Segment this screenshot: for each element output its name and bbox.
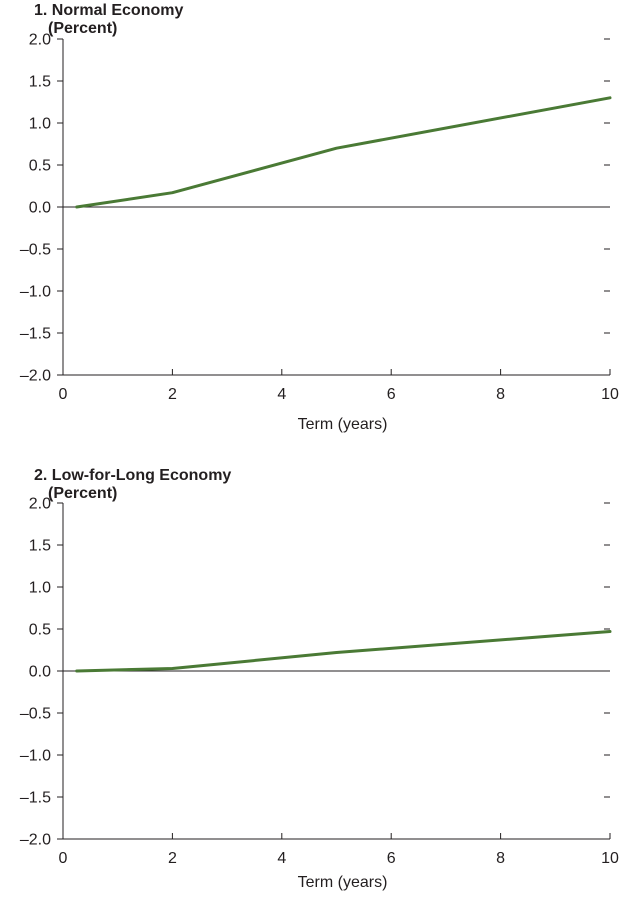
y-tick-label: –1.0 <box>20 748 51 765</box>
chart-subtitle: (Percent) <box>48 485 118 502</box>
x-tick-label: 4 <box>277 386 286 403</box>
y-tick-label: 1.5 <box>29 538 51 555</box>
x-tick-label: 2 <box>168 386 177 403</box>
line-chart-low-for-long-economy: 2.0 1.5 1.0 0.5 0.0 –0.5 –1.0 –1.5 –2.0 0 2 4 6 8 10 Te… <box>20 496 619 892</box>
series-line <box>75 630 612 673</box>
chart-panel-normal-economy: 1. Normal Economy (Percent) 2.0 1.5 1.0 0.5… <box>0 0 621 450</box>
series-line <box>75 96 612 209</box>
chart-title: 2. Low-for-Long Economy <box>34 467 232 484</box>
x-tick-label: 6 <box>387 386 396 403</box>
y-tick-label: 0.5 <box>29 622 51 639</box>
x-tick-label: 8 <box>496 850 505 867</box>
y-tick-label: –2.0 <box>20 832 51 849</box>
chart-panel-low-for-long-economy: 2. Low-for-Long Economy (Percent) 2.0 1.5… <box>0 465 621 905</box>
x-tick-label: 8 <box>496 386 505 403</box>
x-axis-title: Term (years) <box>298 416 388 433</box>
y-tick-label: 1.0 <box>29 116 51 133</box>
x-tick-label: 0 <box>59 386 68 403</box>
x-tick-label: 10 <box>601 386 619 403</box>
y-tick-label: 2.0 <box>29 496 51 513</box>
x-tick-label: 4 <box>277 850 286 867</box>
x-tick-label: 6 <box>387 850 396 867</box>
y-tick-label: 0.0 <box>29 200 51 217</box>
y-tick-label: –0.5 <box>20 242 51 259</box>
y-tick-label: –1.5 <box>20 326 51 343</box>
y-tick-label: 0.0 <box>29 664 51 681</box>
line-chart-normal-economy: 2.0 1.5 1.0 0.5 0.0 –0.5 –1.0 –1.5 –2.0 0 2 4 6 8 10 Te… <box>20 32 619 434</box>
y-tick-label: –1.0 <box>20 284 51 301</box>
x-tick-label: 2 <box>168 850 177 867</box>
x-tick-label: 0 <box>59 850 68 867</box>
y-tick-label: –2.0 <box>20 368 51 385</box>
y-tick-label: –1.5 <box>20 790 51 807</box>
y-tick-label: –0.5 <box>20 706 51 723</box>
y-tick-label: 1.0 <box>29 580 51 597</box>
x-axis-title: Term (years) <box>298 874 388 891</box>
chart-subtitle: (Percent) <box>48 20 118 37</box>
y-tick-label: 1.5 <box>29 74 51 91</box>
y-tick-label: 0.5 <box>29 158 51 175</box>
chart-title: 1. Normal Economy <box>34 2 184 19</box>
y-tick-label: 2.0 <box>29 32 51 49</box>
x-tick-label: 10 <box>601 850 619 867</box>
